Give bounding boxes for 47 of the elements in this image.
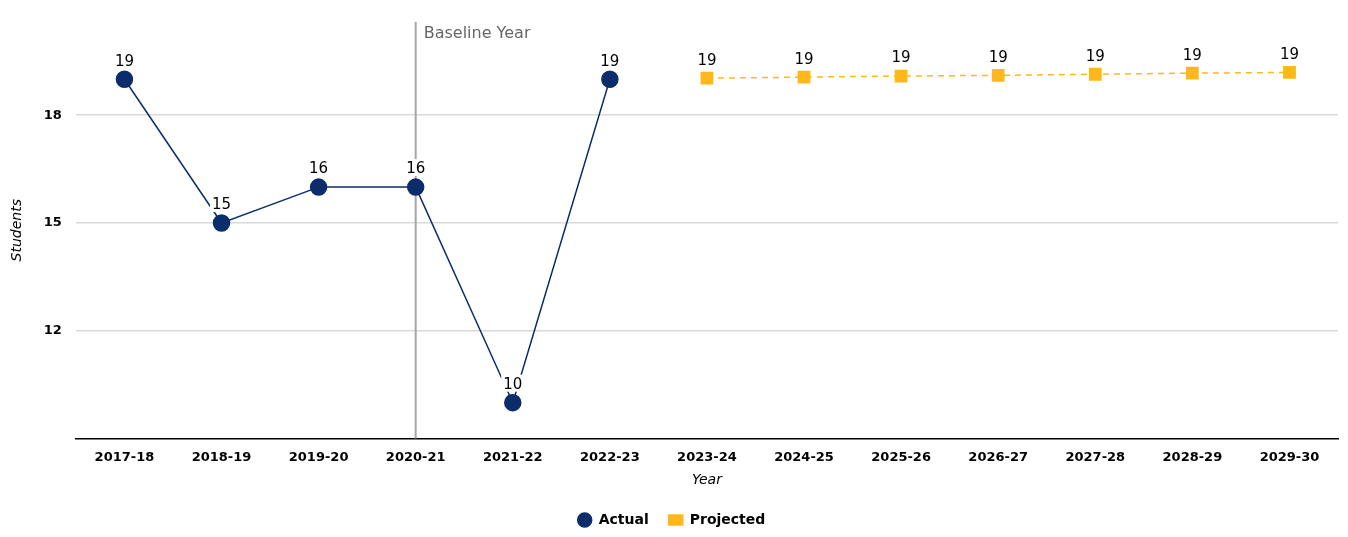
point — [212, 214, 231, 232]
x-tick-label: 2018-19 — [191, 448, 252, 464]
x-tick-label: 2023-24 — [677, 448, 737, 464]
data-label: 19 — [697, 50, 717, 69]
x-axis-title: Year — [691, 471, 724, 488]
y-tick-label: 18 — [43, 106, 62, 122]
data-label: 15 — [211, 195, 232, 214]
data-label: 10 — [503, 375, 523, 394]
data-label: 19 — [1085, 46, 1105, 65]
point — [1185, 66, 1199, 80]
data-label: 19 — [988, 47, 1008, 66]
x-tick-label: 2021-22 — [482, 448, 543, 464]
point — [894, 69, 908, 83]
data-label: 19 — [891, 48, 911, 67]
x-tick-label: 2025-26 — [871, 448, 931, 464]
point — [991, 68, 1005, 82]
point — [115, 70, 134, 89]
y-tick-label: 15 — [43, 214, 62, 230]
y-tick-label: 12 — [43, 322, 62, 338]
data-label: 19 — [1279, 44, 1299, 63]
x-tick-label: 2017-18 — [94, 448, 155, 464]
point — [1283, 66, 1296, 79]
data-label: 19 — [600, 51, 620, 70]
point — [797, 70, 811, 84]
legend-label: Projected — [689, 510, 766, 527]
point — [309, 178, 328, 196]
data-label: 16 — [406, 159, 426, 178]
point — [601, 70, 619, 89]
point — [700, 71, 714, 85]
x-tick-label: 2022-23 — [580, 448, 640, 464]
x-tick-label: 2026-27 — [968, 448, 1029, 464]
x-tick-label: 2024-25 — [774, 448, 834, 464]
x-tick-label: 2019-20 — [288, 448, 349, 464]
ref-line-label: Baseline Year — [423, 22, 531, 42]
x-tick-label: 2020-21 — [385, 448, 446, 464]
legend-label: Actual — [598, 510, 649, 527]
x-tick-label: 2029-30 — [1259, 448, 1320, 464]
data-label: 16 — [309, 159, 329, 178]
point — [504, 393, 522, 412]
data-label: 19 — [794, 49, 814, 68]
point — [406, 178, 425, 196]
x-tick-label: 2028-29 — [1162, 448, 1223, 464]
y-axis-title: Students — [8, 199, 25, 262]
x-tick-label: 2027-28 — [1065, 448, 1126, 464]
data-label: 19 — [114, 51, 134, 70]
point — [1088, 67, 1102, 81]
data-label: 19 — [1182, 45, 1202, 64]
